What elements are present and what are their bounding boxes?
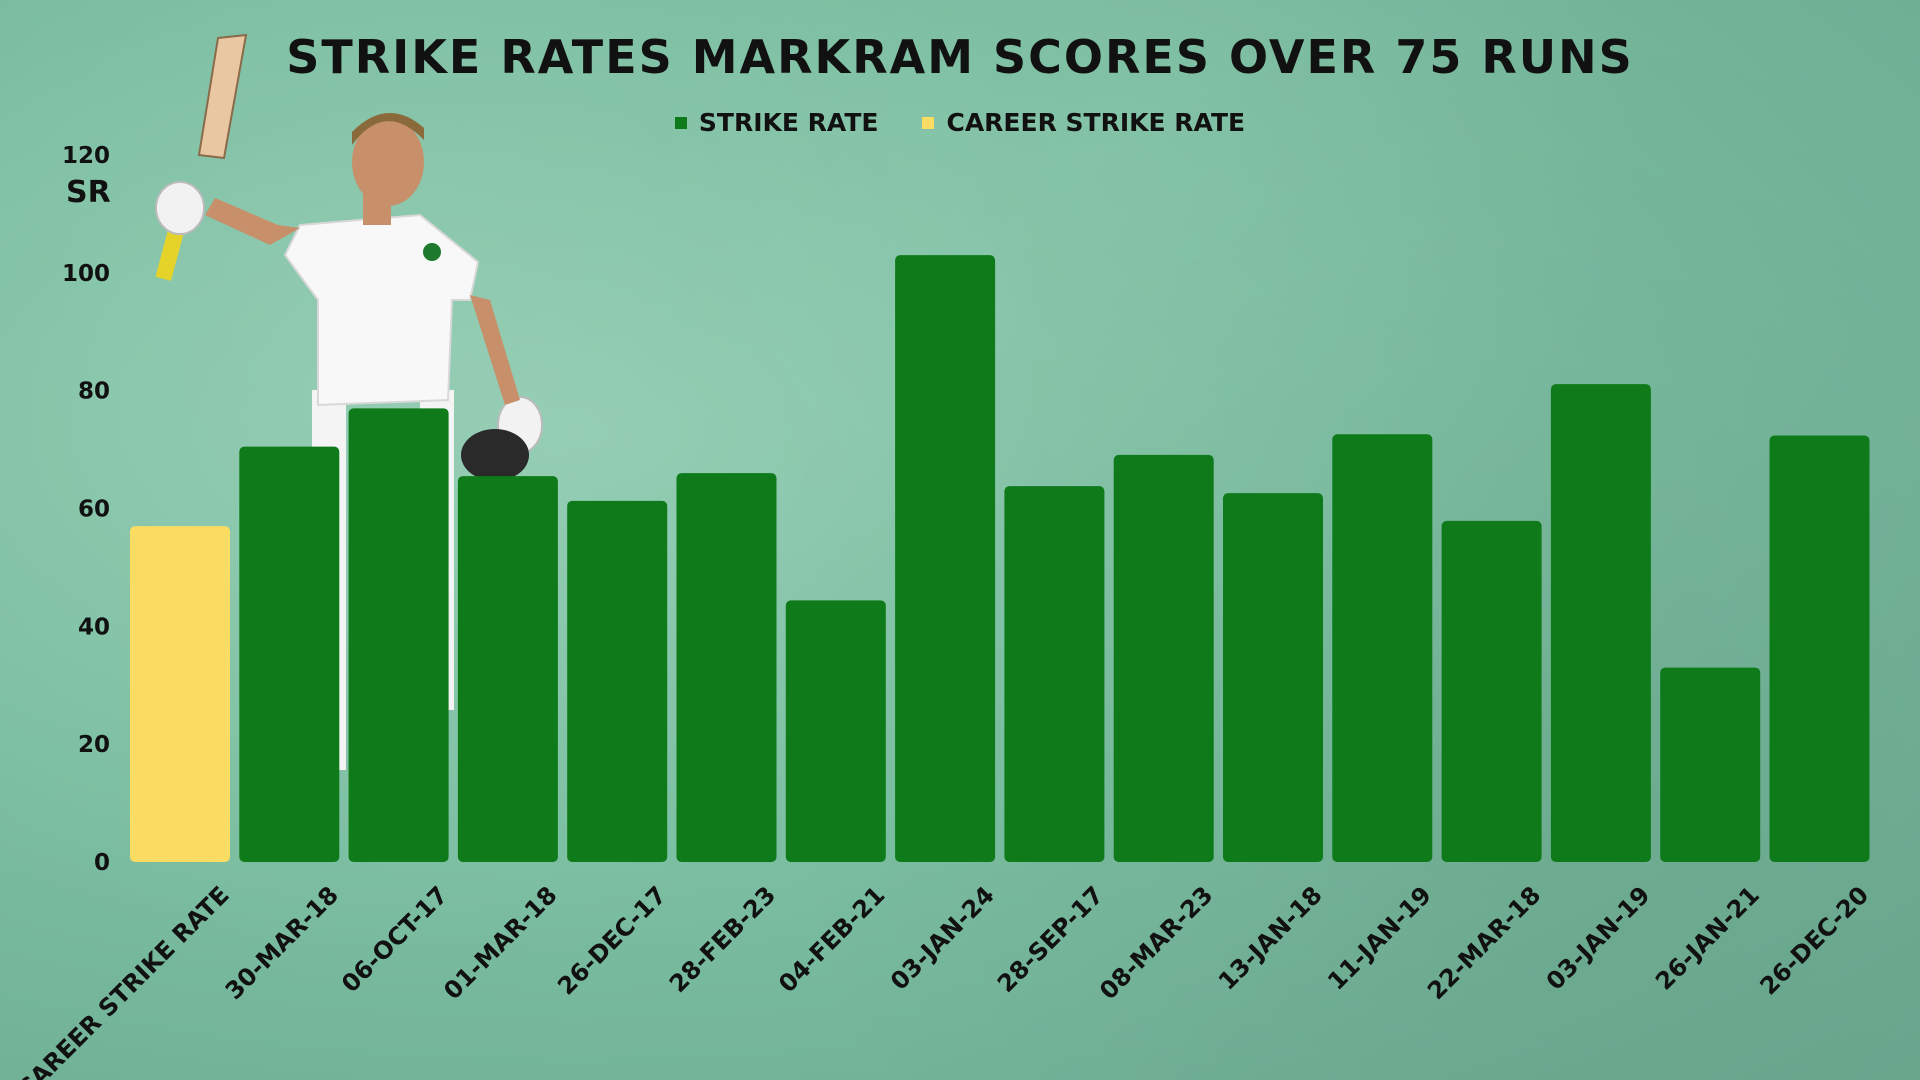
y-tick-label: 120 (62, 143, 110, 169)
legend-label-strike-rate: STRIKE RATE (698, 108, 879, 137)
x-tick-label: 26-JAN-21 (1650, 881, 1765, 996)
y-tick-label: 0 (94, 850, 110, 876)
bar (348, 408, 449, 862)
x-tick-label: 11-JAN-19 (1322, 881, 1437, 996)
x-tick-label: 01-MAR-18 (438, 881, 562, 1005)
chart-legend: STRIKE RATE CAREER STRIKE RATE (0, 108, 1920, 137)
bar (1113, 454, 1214, 862)
legend-item-strike-rate: STRIKE RATE (674, 108, 879, 137)
bar (1550, 384, 1651, 862)
y-tick-label: 80 (78, 379, 110, 405)
x-tick-label: 06-OCT-17 (336, 881, 453, 998)
bar (567, 500, 668, 862)
legend-label-career-strike-rate: CAREER STRIKE RATE (946, 108, 1246, 137)
x-tick-label: 08-MAR-23 (1094, 881, 1218, 1005)
x-tick-label: 03-JAN-24 (885, 881, 1000, 996)
bars-group (130, 255, 1870, 863)
bar (1332, 434, 1433, 862)
bar (1769, 435, 1870, 862)
x-tick-label: CAREER STRIKE RATE (12, 881, 235, 1080)
bar (1660, 667, 1761, 862)
x-tick-label: 28-FEB-23 (664, 881, 781, 998)
y-tick-label: 20 (78, 732, 110, 758)
legend-swatch-strike-rate (674, 116, 687, 129)
bar (130, 526, 230, 862)
x-axis-ticks: CAREER STRIKE RATE30-MAR-1806-OCT-1701-M… (12, 881, 1874, 1080)
x-tick-label: 04-FEB-21 (773, 881, 890, 998)
x-tick-label: 28-SEP-17 (992, 881, 1109, 998)
y-axis-label: SR (66, 175, 111, 210)
x-tick-label: 03-JAN-19 (1541, 881, 1656, 996)
bar (457, 476, 558, 862)
y-tick-label: 40 (78, 614, 110, 640)
chart-title: STRIKE RATES MARKRAM SCORES OVER 75 RUNS (286, 30, 1634, 84)
x-tick-label: 26-DEC-20 (1755, 881, 1875, 1001)
x-tick-label: 13-JAN-18 (1213, 881, 1328, 996)
legend-item-career-strike-rate: CAREER STRIKE RATE (922, 108, 1245, 137)
y-tick-label: 100 (62, 261, 110, 287)
bar (239, 446, 340, 862)
x-tick-label: 22-MAR-18 (1422, 881, 1546, 1005)
y-axis-ticks: 0 20 40 60 80 100 120 (62, 143, 110, 876)
bar (1441, 520, 1542, 862)
bar (676, 473, 777, 862)
bar (1004, 486, 1105, 862)
y-tick-label: 60 (78, 497, 110, 523)
bar (895, 255, 996, 863)
bar (1223, 493, 1323, 862)
x-tick-label: 26-DEC-17 (552, 881, 672, 1001)
legend-swatch-career-strike-rate (922, 116, 935, 129)
x-tick-label: 30-MAR-18 (220, 881, 344, 1005)
bar (785, 600, 886, 862)
